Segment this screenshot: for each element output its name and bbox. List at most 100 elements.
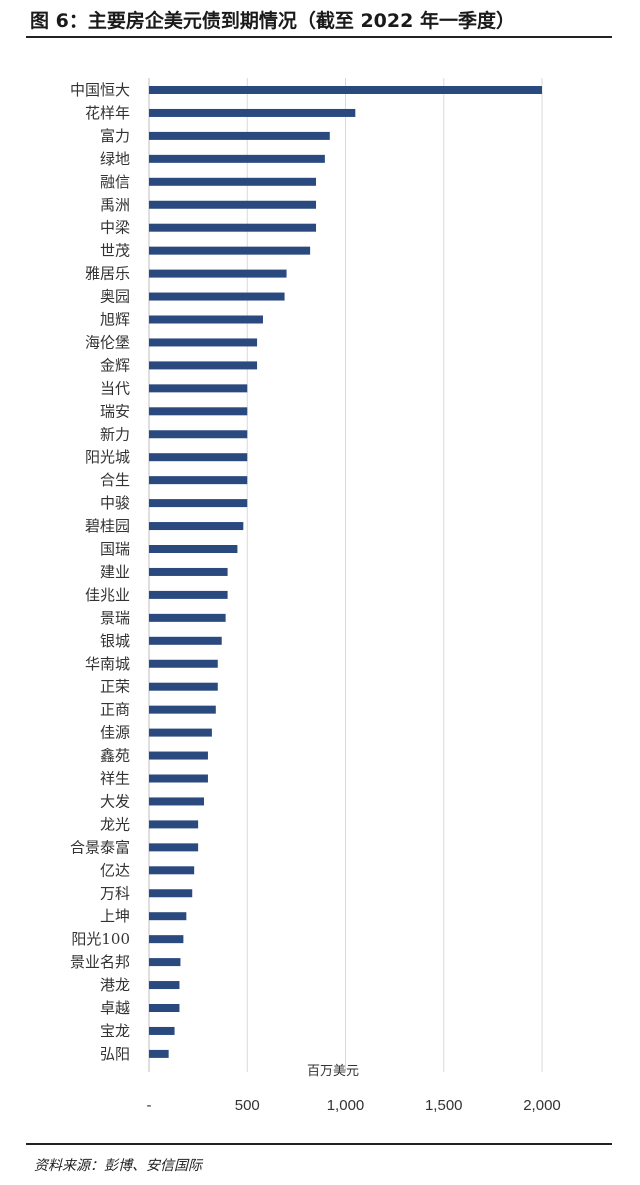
bar <box>149 889 193 898</box>
category-label: 融信 <box>100 173 130 191</box>
category-label: 建业 <box>100 563 130 581</box>
category-label: 佳兆业 <box>85 586 130 604</box>
category-label: 亿达 <box>100 861 130 879</box>
x-tick-label: 1,000 <box>327 1097 365 1114</box>
bar <box>149 797 205 806</box>
category-label: 合生 <box>100 471 130 489</box>
bar <box>149 407 248 416</box>
bar <box>149 636 222 645</box>
figure-title: 图 6：主要房企美元债到期情况（截至 2022 年一季度） <box>30 10 515 32</box>
bar <box>149 751 208 760</box>
bar <box>149 177 317 186</box>
title-rule <box>26 36 612 38</box>
bar <box>149 613 226 622</box>
bar <box>149 315 263 324</box>
category-label: 龙光 <box>100 815 130 833</box>
bar <box>149 154 325 163</box>
category-label: 中国恒大 <box>70 81 130 99</box>
source-rule <box>26 1143 612 1145</box>
x-tick-label: 1,500 <box>425 1097 463 1114</box>
category-label: 景瑞 <box>100 609 130 627</box>
bar <box>149 476 248 485</box>
category-label: 禹洲 <box>100 196 130 214</box>
category-label: 花样年 <box>85 104 130 122</box>
category-label: 弘阳 <box>100 1045 130 1063</box>
bar <box>149 866 195 875</box>
category-label: 奥园 <box>100 288 130 306</box>
category-label: 鑫苑 <box>100 747 130 765</box>
category-label: 世茂 <box>100 242 130 260</box>
bar <box>149 269 287 278</box>
category-label: 碧桂园 <box>85 517 130 535</box>
bar <box>149 361 258 370</box>
bar <box>149 200 317 209</box>
bar <box>149 86 542 94</box>
category-labels: 中国恒大花样年富力绿地融信禹洲中梁世茂雅居乐奥园旭辉海伦堡金辉当代瑞安新力阳光城… <box>70 81 130 1063</box>
bar <box>149 705 216 714</box>
bar <box>149 384 248 393</box>
bar <box>149 453 248 462</box>
category-label: 富力 <box>100 127 130 145</box>
category-label: 海伦堡 <box>85 333 130 351</box>
bar <box>149 728 212 737</box>
category-label: 瑞安 <box>100 402 130 420</box>
bar <box>149 338 258 347</box>
bar <box>149 430 248 439</box>
bar <box>149 1026 175 1035</box>
bar <box>149 246 311 255</box>
category-label: 祥生 <box>100 770 130 788</box>
bar <box>149 131 330 140</box>
source-note: 资料来源：彭博、安信国际 <box>34 1158 202 1174</box>
category-label: 宝龙 <box>100 1022 130 1040</box>
bar <box>149 499 248 508</box>
x-tick-label: 500 <box>235 1097 260 1114</box>
category-label: 卓越 <box>100 999 130 1017</box>
category-label: 大发 <box>100 792 130 810</box>
category-label: 上坤 <box>100 907 130 925</box>
category-label: 阳光100 <box>71 930 130 948</box>
bars <box>149 86 542 1058</box>
category-label: 雅居乐 <box>85 265 130 283</box>
bar <box>149 912 187 921</box>
bar <box>149 820 199 829</box>
category-label: 当代 <box>100 379 130 397</box>
category-label: 正商 <box>100 701 130 719</box>
bar <box>149 682 218 691</box>
category-label: 金辉 <box>100 356 130 374</box>
bar <box>149 223 317 232</box>
bar <box>149 774 208 783</box>
x-tick-label: 2,000 <box>523 1097 561 1114</box>
bar <box>149 108 356 117</box>
bar <box>149 958 181 967</box>
category-label: 港龙 <box>100 976 130 994</box>
bar <box>149 1049 169 1058</box>
bar <box>149 843 199 852</box>
x-tick-label: - <box>147 1097 152 1114</box>
bar <box>149 567 228 576</box>
category-label: 旭辉 <box>100 311 130 329</box>
category-label: 阳光城 <box>85 448 130 466</box>
category-label: 中骏 <box>100 494 130 512</box>
bar <box>149 292 285 301</box>
category-label: 新力 <box>100 425 130 443</box>
category-label: 绿地 <box>100 150 130 168</box>
bar <box>149 1004 180 1012</box>
bar <box>149 522 244 531</box>
category-label: 景业名邦 <box>70 953 130 971</box>
category-label: 万科 <box>100 884 130 902</box>
x-axis-ticks: - 500 1,000 1,500 2,000 <box>147 1097 561 1114</box>
bar <box>149 659 218 668</box>
bar <box>149 981 180 990</box>
category-label: 华南城 <box>85 655 130 673</box>
bar <box>149 935 184 944</box>
category-label: 佳源 <box>100 724 130 742</box>
category-label: 中梁 <box>100 219 130 237</box>
unit-label: 百万美元 <box>307 1064 359 1079</box>
category-label: 正荣 <box>100 678 130 696</box>
category-label: 国瑞 <box>100 540 130 558</box>
bar <box>149 590 228 599</box>
category-label: 合景泰富 <box>70 838 130 856</box>
bar <box>149 545 238 553</box>
category-label: 银城 <box>100 632 130 650</box>
